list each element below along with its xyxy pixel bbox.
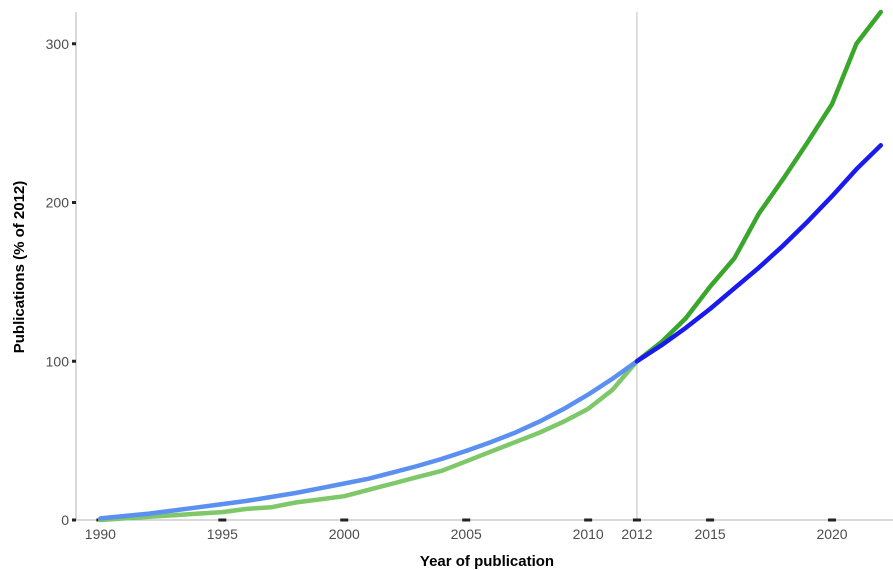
y-tick-label: 100 [46,353,70,369]
y-axis-title: Publications (% of 2012) [11,181,28,354]
y-tick-label: 0 [61,512,69,528]
series-lines [98,9,884,523]
series-line [98,359,640,521]
y-tick-label: 200 [46,195,70,211]
x-tick-label: 2012 [621,526,652,542]
series-line [634,143,884,364]
y-tick-label: 300 [46,36,70,52]
x-tick-label: 1995 [207,526,238,542]
series-line [98,359,640,523]
x-tick-label: 2020 [816,526,847,542]
x-tick-label: 2010 [573,526,604,542]
x-axis-title: Year of publication [420,553,554,570]
x-tick-label: 2015 [695,526,726,542]
axes: 0 100 200 300 1990 1995 2000 2005 2010 2012 2015 20… [46,12,893,542]
series-line [634,9,884,364]
x-tick-label: 2000 [329,526,360,542]
x-tick-label: 2005 [451,526,482,542]
x-tick-label: 1990 [85,526,116,542]
